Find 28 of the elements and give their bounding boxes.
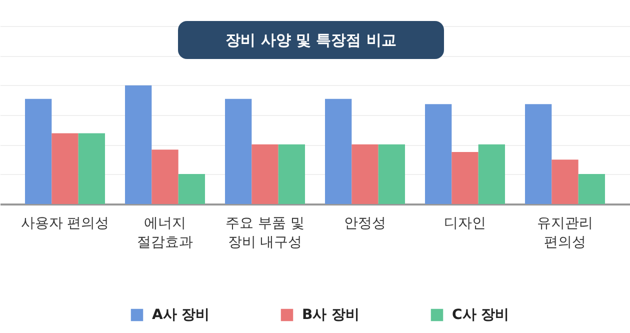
bar bbox=[278, 144, 305, 204]
bar bbox=[152, 150, 178, 204]
x-tick-label: 사용자 편의성 bbox=[20, 216, 110, 232]
x-tick-label: 유지관리 편의성 bbox=[537, 216, 593, 250]
legend-label: C사 장비 bbox=[452, 307, 510, 323]
bar bbox=[225, 98, 252, 204]
bar bbox=[25, 98, 52, 204]
bar bbox=[478, 144, 505, 204]
bar bbox=[178, 174, 205, 204]
x-tick-label: 디자인 bbox=[444, 216, 486, 232]
x-tick-label: 안정성 bbox=[344, 216, 386, 232]
legend-label: B사 장비 bbox=[302, 307, 360, 323]
bar bbox=[52, 133, 78, 204]
x-tick-label: 에너지 절감효과 bbox=[137, 216, 193, 250]
bar bbox=[352, 144, 378, 204]
bar bbox=[525, 104, 552, 204]
chart-title: 장비 사양 및 특장점 비교 bbox=[178, 21, 444, 59]
bar bbox=[125, 85, 152, 204]
bar bbox=[452, 152, 478, 204]
bar bbox=[378, 144, 405, 204]
bar bbox=[325, 98, 352, 204]
bar bbox=[578, 174, 605, 204]
bar bbox=[552, 160, 578, 204]
x-tick-label: 주요 부품 및 장비 내구성 bbox=[226, 216, 304, 250]
bar bbox=[78, 133, 105, 204]
legend-label: A사 장비 bbox=[152, 307, 210, 323]
bar bbox=[425, 104, 452, 204]
bar bbox=[252, 144, 278, 204]
